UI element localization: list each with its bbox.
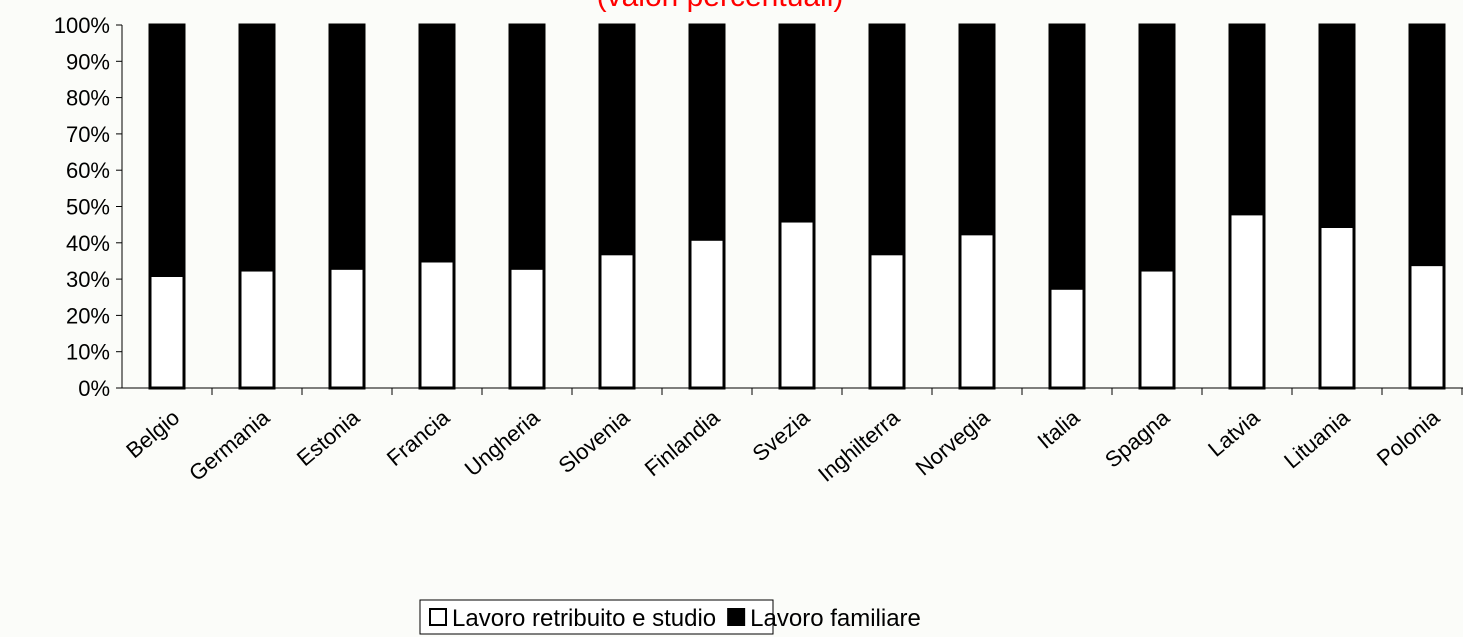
- bar-segment: [508, 266, 546, 390]
- y-tick-label: 80%: [66, 86, 110, 111]
- bar-segment: [1138, 23, 1176, 272]
- bar-segment: [1318, 23, 1356, 228]
- chart-title: (valori percentuali): [597, 0, 844, 13]
- bar-segment: [778, 23, 816, 223]
- bar-segment: [1408, 263, 1446, 390]
- y-tick-label: 40%: [66, 231, 110, 256]
- bar-segment: [868, 23, 906, 256]
- legend-swatch: [429, 608, 447, 626]
- bar-segment: [1048, 286, 1086, 390]
- bar-segment: [148, 23, 186, 277]
- bar-segment: [1228, 212, 1266, 390]
- bar-segment: [238, 268, 276, 390]
- y-tick-label: 20%: [66, 303, 110, 328]
- y-tick-label: 90%: [66, 49, 110, 74]
- bar-segment: [1048, 23, 1086, 290]
- bar-segment: [1228, 23, 1266, 216]
- legend-label: Lavoro familiare: [750, 605, 921, 632]
- bar-segment: [418, 23, 456, 263]
- y-tick-label: 100%: [54, 13, 110, 38]
- bar-segment: [688, 23, 726, 241]
- y-tick-label: 50%: [66, 195, 110, 220]
- y-tick-label: 70%: [66, 122, 110, 147]
- bar-segment: [238, 23, 276, 272]
- legend-label: Lavoro retribuito e studio: [452, 605, 716, 632]
- legend-box: [419, 599, 774, 635]
- bar-segment: [868, 252, 906, 390]
- y-tick-label: 0%: [78, 376, 110, 401]
- legend-swatch: [727, 608, 746, 626]
- bar-segment: [688, 237, 726, 390]
- y-tick-label: 60%: [66, 158, 110, 183]
- bar-segment: [598, 23, 636, 256]
- bar-segment: [328, 266, 366, 390]
- bar-segment: [958, 23, 996, 236]
- bar-segment: [418, 259, 456, 390]
- bar-segment: [148, 273, 186, 390]
- bar-segment: [958, 232, 996, 390]
- bar-segment: [1318, 224, 1356, 390]
- bar-segment: [508, 23, 546, 270]
- bar-segment: [328, 23, 366, 270]
- bar-segment: [778, 219, 816, 390]
- bar-segment: [1408, 23, 1446, 267]
- y-tick-label: 10%: [66, 340, 110, 365]
- bar-segment: [598, 252, 636, 390]
- bar-segment: [1138, 268, 1176, 390]
- y-tick-label: 30%: [66, 267, 110, 292]
